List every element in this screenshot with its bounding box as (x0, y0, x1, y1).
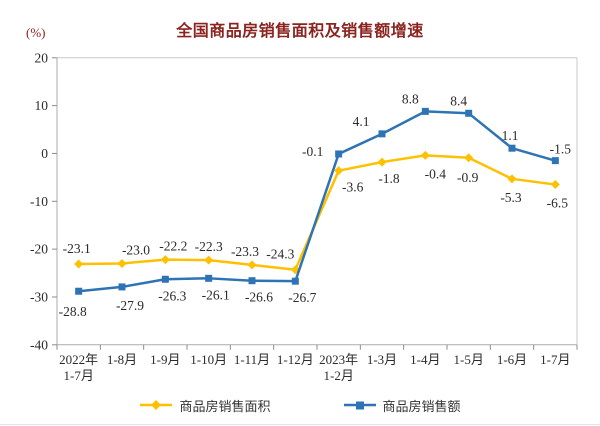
x-axis-category-label: 1-12月 (277, 352, 314, 367)
legend-label-sales-amount: 商品房销售额 (382, 398, 461, 414)
data-point-square (248, 277, 256, 285)
data-label: -0.1 (302, 144, 323, 159)
x-axis-category-label: 2023年 (319, 352, 358, 367)
chart-legend: 商品房销售面积 商品房销售额 (0, 395, 600, 415)
x-axis-category-label: 1-4月 (410, 352, 440, 367)
legend-label-sales-area: 商品房销售面积 (179, 398, 271, 414)
x-axis-category-label: 2022年 (59, 352, 98, 367)
x-axis-category-label: 1-9月 (150, 352, 180, 367)
data-label: -26.3 (158, 288, 186, 303)
y-axis-tick-label: -30 (30, 289, 48, 304)
x-axis-category-label: 1-3月 (367, 352, 397, 367)
series-line-sales-area (78, 154, 556, 271)
y-axis-tick-label: 20 (35, 50, 49, 65)
x-axis-category-label: 1-10月 (190, 352, 227, 367)
data-label: 8.8 (402, 91, 419, 106)
data-point-square (75, 287, 83, 295)
x-axis-category-label: 1-8月 (107, 352, 137, 367)
data-point-diamond (247, 260, 257, 270)
data-point-square (291, 277, 299, 285)
x-axis-category-label: 1-5月 (453, 352, 483, 367)
data-label: -0.4 (425, 166, 447, 181)
chart-title: 全国商品房销售面积及销售额增速 (176, 23, 424, 40)
data-label: -24.3 (266, 247, 294, 262)
data-label: -22.2 (159, 239, 187, 254)
data-point-square (205, 274, 213, 282)
data-label: -22.3 (195, 239, 223, 254)
data-point-diamond (117, 258, 127, 268)
x-axis-category-label: 1-2月 (323, 368, 353, 383)
legend-swatch-diamond-icon (140, 400, 173, 410)
square-marker-icon (355, 401, 364, 410)
x-axis-category-label: 1-11月 (234, 352, 270, 367)
data-point-diamond (420, 150, 430, 160)
x-axis-category-label: 1-7月 (63, 368, 93, 383)
data-point-diamond (464, 153, 474, 163)
y-axis-tick-label: -10 (30, 194, 48, 209)
data-label: -26.7 (288, 290, 316, 305)
data-point-square (421, 107, 429, 115)
data-label: -23.3 (231, 244, 259, 259)
data-point-diamond (160, 255, 170, 265)
y-axis-tick-label: -40 (30, 337, 48, 352)
data-label: -23.1 (63, 241, 91, 256)
legend-swatch-square-icon (343, 401, 376, 410)
y-axis-tick-label: 10 (35, 98, 49, 113)
data-label: -1.5 (550, 142, 572, 157)
x-axis-category-label: 1-7月 (540, 352, 570, 367)
data-label: -27.9 (116, 298, 144, 313)
page-bottom-divider (0, 424, 600, 425)
data-point-diamond (377, 157, 387, 167)
data-point-square (551, 157, 559, 165)
data-label: -26.1 (202, 287, 230, 302)
data-point-square (335, 150, 343, 158)
data-label: -26.6 (245, 290, 273, 305)
data-point-square (118, 283, 126, 291)
diamond-marker-icon (151, 400, 162, 410)
legend-item-sales-amount: 商品房销售额 (343, 396, 461, 415)
legend-item-sales-area: 商品房销售面积 (139, 396, 271, 415)
data-point-square (378, 130, 386, 138)
data-point-square (161, 275, 169, 283)
data-point-square (508, 144, 516, 152)
data-point-diamond (334, 166, 344, 176)
data-point-diamond (74, 259, 84, 269)
data-point-square (465, 109, 473, 117)
data-label: 4.1 (353, 114, 370, 129)
data-label: 1.1 (502, 128, 519, 143)
data-label: -1.8 (378, 171, 400, 186)
data-label: -5.3 (500, 190, 522, 205)
series-line-sales-amount (78, 110, 556, 293)
data-point-diamond (507, 174, 517, 184)
data-point-diamond (550, 180, 560, 190)
data-label: -23.0 (122, 242, 150, 257)
data-label: 8.4 (450, 93, 467, 108)
data-label: -3.6 (342, 180, 364, 195)
data-label: -6.5 (547, 196, 569, 211)
y-axis-unit-label: (%) (26, 25, 46, 40)
y-axis-tick-label: -20 (30, 242, 48, 257)
x-axis-category-label: 1-6月 (497, 352, 527, 367)
data-label: -28.8 (59, 304, 87, 319)
y-axis-tick-label: 0 (41, 146, 48, 161)
data-label: -0.9 (457, 170, 479, 185)
data-point-diamond (204, 255, 214, 265)
